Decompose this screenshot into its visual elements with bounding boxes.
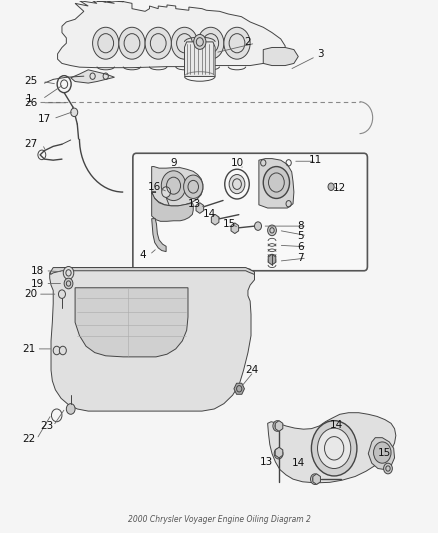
Circle shape <box>254 222 261 230</box>
Polygon shape <box>312 474 320 484</box>
Circle shape <box>71 108 78 117</box>
Text: 15: 15 <box>222 219 235 229</box>
Circle shape <box>272 421 281 431</box>
Text: 6: 6 <box>297 242 303 252</box>
Text: 22: 22 <box>22 434 35 445</box>
Circle shape <box>161 187 170 197</box>
Text: 17: 17 <box>38 114 51 124</box>
Polygon shape <box>233 383 244 394</box>
Text: 3: 3 <box>316 49 323 59</box>
Text: 14: 14 <box>329 420 343 430</box>
Circle shape <box>119 27 145 59</box>
Polygon shape <box>71 70 114 83</box>
Text: 7: 7 <box>297 253 303 263</box>
Text: 14: 14 <box>203 209 216 220</box>
Circle shape <box>92 27 119 59</box>
Circle shape <box>53 346 60 355</box>
Text: 12: 12 <box>332 183 346 193</box>
Circle shape <box>193 35 205 50</box>
Circle shape <box>66 403 75 414</box>
Polygon shape <box>267 413 395 483</box>
Text: 1: 1 <box>26 94 32 104</box>
Text: 9: 9 <box>170 158 177 168</box>
Text: 18: 18 <box>31 266 44 276</box>
Circle shape <box>223 27 250 59</box>
Polygon shape <box>151 219 166 252</box>
Text: 24: 24 <box>245 365 258 375</box>
Circle shape <box>229 174 244 193</box>
Text: 27: 27 <box>24 139 37 149</box>
Text: 26: 26 <box>24 98 37 108</box>
Circle shape <box>63 266 74 279</box>
Text: 11: 11 <box>308 155 321 165</box>
Circle shape <box>263 166 289 198</box>
Text: 5: 5 <box>297 231 303 241</box>
Circle shape <box>58 290 65 298</box>
Polygon shape <box>196 203 203 213</box>
Polygon shape <box>268 254 275 265</box>
Polygon shape <box>151 192 193 221</box>
Text: 15: 15 <box>378 448 391 457</box>
Circle shape <box>383 463 392 474</box>
Text: 19: 19 <box>31 279 44 288</box>
Circle shape <box>311 421 356 476</box>
Polygon shape <box>75 288 187 357</box>
Circle shape <box>64 278 73 289</box>
Circle shape <box>183 175 202 198</box>
Circle shape <box>310 474 318 484</box>
Polygon shape <box>275 447 282 458</box>
Circle shape <box>197 27 223 59</box>
Circle shape <box>267 225 276 236</box>
Circle shape <box>145 27 171 59</box>
Polygon shape <box>49 268 254 411</box>
Text: 14: 14 <box>291 458 304 468</box>
Text: 8: 8 <box>297 221 303 231</box>
Text: 13: 13 <box>187 199 200 209</box>
Circle shape <box>317 428 350 469</box>
Circle shape <box>373 442 390 463</box>
Polygon shape <box>275 421 282 431</box>
Text: 20: 20 <box>24 289 37 299</box>
Text: 16: 16 <box>148 182 161 192</box>
Circle shape <box>161 171 185 200</box>
Circle shape <box>171 27 197 59</box>
Polygon shape <box>367 438 394 470</box>
FancyBboxPatch shape <box>133 154 367 271</box>
Text: 4: 4 <box>139 250 146 260</box>
Text: 10: 10 <box>230 158 243 168</box>
Circle shape <box>274 448 283 459</box>
Text: 2: 2 <box>244 37 251 47</box>
Text: 2000 Chrysler Voyager Engine Oiling Diagram 2: 2000 Chrysler Voyager Engine Oiling Diag… <box>128 514 310 523</box>
Polygon shape <box>230 223 238 233</box>
Polygon shape <box>184 42 215 76</box>
Polygon shape <box>258 159 293 208</box>
Polygon shape <box>57 1 285 68</box>
Text: 23: 23 <box>40 421 53 431</box>
Polygon shape <box>211 214 219 225</box>
Polygon shape <box>151 166 202 206</box>
Circle shape <box>59 346 66 355</box>
Circle shape <box>327 183 333 190</box>
Text: 25: 25 <box>24 77 37 86</box>
Polygon shape <box>50 268 254 274</box>
Text: 13: 13 <box>260 457 273 467</box>
Polygon shape <box>263 47 297 66</box>
Text: 21: 21 <box>22 344 35 354</box>
